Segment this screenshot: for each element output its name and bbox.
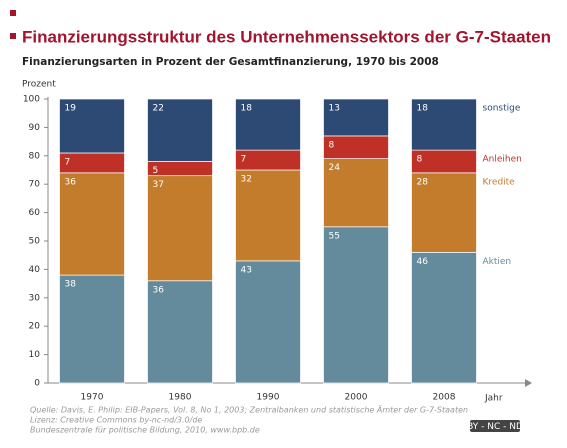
legend-label: Aktien [483, 257, 512, 267]
bar-segment [59, 172, 125, 276]
bar-segment [235, 169, 301, 262]
y-tick-label: 80 [29, 151, 41, 161]
x-tick-label: 2000 [345, 393, 368, 403]
value-label: 7 [65, 157, 71, 167]
bar-segment [235, 98, 301, 151]
x-axis-label: Jahr [484, 394, 503, 404]
source: Lizenz: Creative Commons by-nc-nd/3.0/de [30, 416, 202, 425]
y-tick-label: 60 [29, 208, 41, 218]
bar-segment [147, 175, 213, 282]
x-tick-label: 2008 [433, 393, 456, 403]
source: Quelle: Davis, E. Philip: EIB-Papers, Vo… [30, 405, 468, 415]
y-tick-label: 0 [34, 379, 40, 389]
value-label: 36 [65, 177, 77, 187]
y-tick-label: 20 [29, 322, 41, 332]
y-tick-label: 40 [29, 265, 41, 275]
decor [10, 33, 16, 39]
license-badge [470, 420, 520, 432]
y-tick-label: 50 [29, 237, 41, 247]
bar-segment [235, 260, 301, 384]
value-label: 7 [241, 155, 247, 165]
x-axis-arrow [525, 379, 532, 387]
bar-segment [411, 172, 477, 253]
x-tick-label: 1970 [81, 393, 104, 403]
bar-segment [147, 280, 213, 384]
value-label: 55 [329, 231, 340, 241]
bar-segment [411, 98, 477, 151]
bar-segment [411, 252, 477, 384]
legend-label: Kredite [483, 177, 516, 187]
value-label: 28 [417, 177, 429, 187]
value-label: 43 [241, 265, 252, 275]
value-label: 18 [241, 104, 253, 114]
value-label: 22 [153, 104, 164, 114]
value-label: 13 [329, 104, 340, 114]
value-label: 36 [153, 285, 165, 295]
value-label: 46 [417, 257, 429, 267]
chart-subtitle: Finanzierungsarten in Prozent der Gesamt… [22, 56, 439, 68]
value-label: 38 [65, 280, 77, 290]
decor [10, 10, 16, 16]
source: Bundeszentrale für politische Bildung, 2… [30, 426, 260, 435]
bar-segment [59, 98, 125, 154]
bar-segment [323, 98, 389, 137]
value-label: 37 [153, 180, 164, 190]
value-label: 8 [417, 155, 423, 165]
y-tick-label: 10 [29, 350, 41, 360]
chart-title: Finanzierungsstruktur des Unternehmensse… [22, 27, 551, 46]
x-tick-label: 1980 [169, 393, 192, 403]
y-axis-label: Prozent [22, 80, 56, 90]
bar-segment [147, 98, 213, 162]
y-tick-label: 90 [29, 123, 41, 133]
value-label: 19 [65, 104, 77, 114]
bar-segment [59, 274, 125, 384]
y-tick-label: 30 [29, 293, 41, 303]
bar-segment [323, 226, 389, 384]
legend-label: Anleihen [483, 155, 522, 165]
value-label: 8 [329, 140, 335, 150]
y-tick-label: 100 [23, 95, 40, 105]
value-label: 18 [417, 104, 429, 114]
x-tick-label: 1990 [257, 393, 280, 403]
license-badge-text: BY - NC - ND [467, 422, 523, 432]
legend-label: sonstige [483, 104, 521, 114]
value-label: 5 [153, 166, 159, 176]
value-label: 32 [241, 175, 252, 185]
value-label: 24 [329, 163, 341, 173]
y-tick-label: 70 [29, 180, 41, 190]
